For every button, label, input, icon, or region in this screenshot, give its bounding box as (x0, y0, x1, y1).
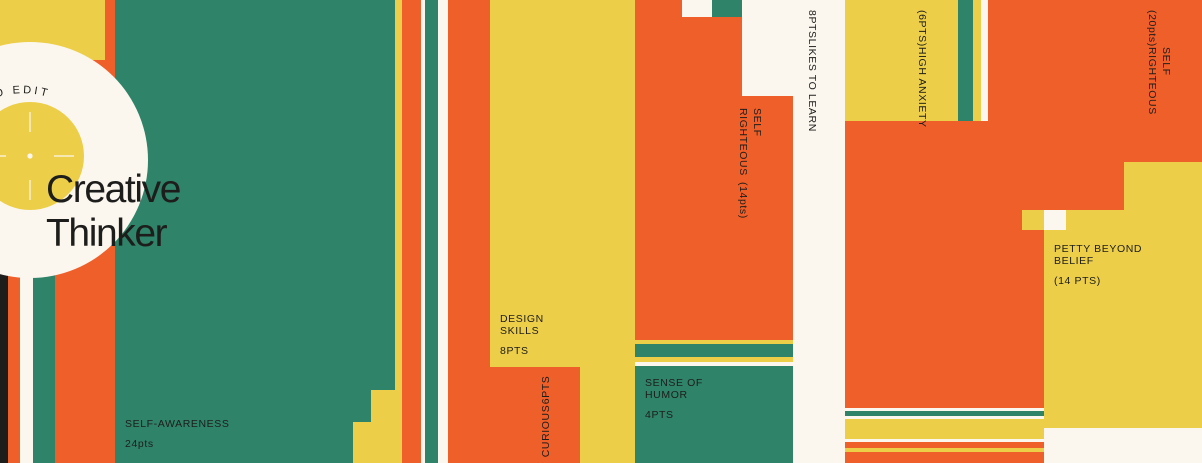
stripe-cream-3 (438, 0, 448, 463)
orange-column (448, 0, 490, 463)
stripe-b5 (845, 439, 1044, 442)
self-righteous-label-2: (20pts)SELF RIGHTEOUS (1146, 10, 1172, 115)
stripe-cream-5 (981, 0, 988, 121)
stripe-yellow-4 (635, 357, 793, 362)
stripe-cream-4 (635, 362, 793, 366)
stripe-orange (8, 270, 20, 463)
stripe-green-3 (635, 344, 793, 357)
cream-corner (1044, 428, 1202, 463)
stripe-black (0, 270, 8, 463)
stripe-b6 (845, 442, 1044, 448)
curious-block (490, 367, 580, 463)
yellow-step-3 (1124, 162, 1202, 210)
card-title: Creative Thinker (46, 168, 181, 256)
stripe-cream (20, 270, 33, 463)
crosshair-icon (0, 112, 74, 200)
cream-notch (682, 0, 712, 17)
stripe-yellow-5 (973, 0, 981, 121)
stripe-cream-2 (421, 0, 425, 463)
yellow-step-2 (353, 422, 395, 463)
sense-of-humor-label: SENSE OF HUMOR 4PTS (645, 377, 703, 421)
edit-dial[interactable]: TO EDIT (0, 40, 150, 280)
stripe-b3 (845, 416, 1044, 419)
stripe-b1 (845, 408, 1044, 411)
self-awareness-block (115, 0, 395, 463)
self-awareness-label: SELF-AWARENESS 24pts (125, 418, 230, 450)
cream-notch-2 (742, 0, 793, 96)
yellow-square (1022, 210, 1044, 230)
stripe-orange-2 (402, 0, 421, 463)
stripe-green-2 (425, 0, 438, 463)
curious-label: CURIOUS6PTS (540, 376, 552, 458)
stripe-green (33, 270, 55, 463)
likes-to-learn-block (793, 0, 845, 463)
stripe-yellow (395, 0, 402, 463)
likes-to-learn-label: 8PTSLIKES TO LEARN (806, 10, 818, 132)
stripe-b4 (845, 419, 1044, 439)
title-line-1: Creative (46, 168, 181, 211)
stripe-b8 (845, 452, 1044, 463)
high-anxiety-label: (6PTS)HIGH ANXIETY (916, 10, 928, 128)
design-skills-label: DESIGN SKILLS 8PTS (500, 313, 544, 357)
title-line-2: Thinker (46, 212, 168, 255)
green-notch (712, 0, 742, 17)
stripe-b2 (845, 411, 1044, 416)
petty-block (1044, 210, 1202, 428)
stripe-b7 (845, 448, 1044, 452)
self-righteous-label: SELF RIGHTEOUS (14pts) (737, 108, 763, 219)
high-anxiety-block (845, 0, 958, 121)
sense-of-humor-block (635, 366, 793, 463)
petty-label: PETTY BEYOND BELIEF (14 PTS) (1054, 243, 1143, 287)
stripe-yellow-3 (635, 340, 793, 344)
self-righteous-block-2 (988, 0, 1202, 121)
cream-square (1044, 210, 1066, 230)
stripe-green-4 (958, 0, 973, 121)
